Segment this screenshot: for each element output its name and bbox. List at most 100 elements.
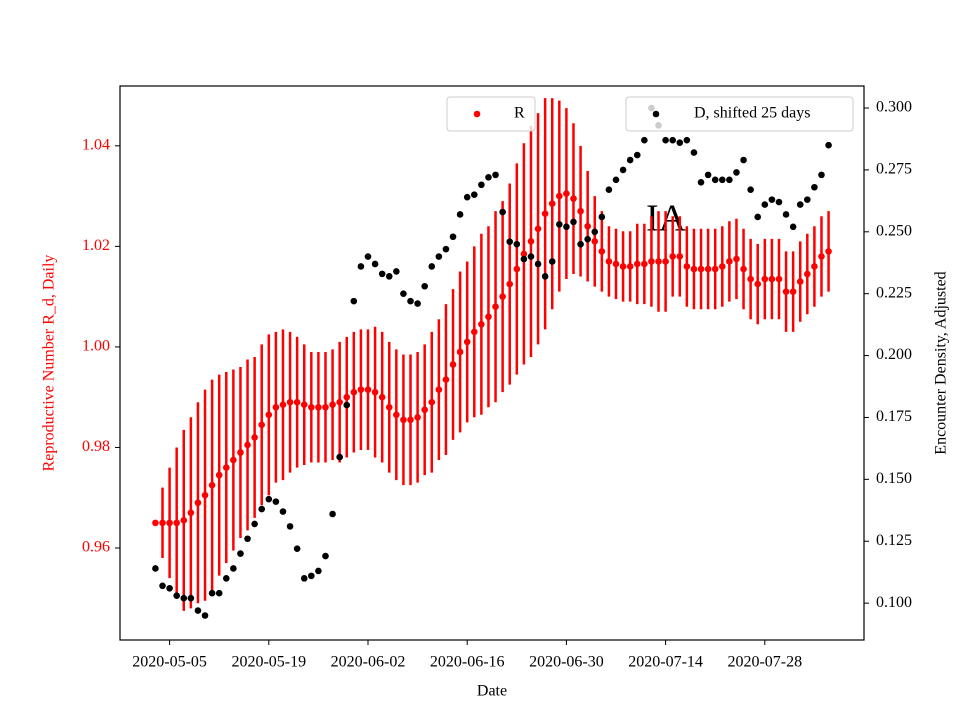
y-tick-label: 0.96 bbox=[82, 539, 110, 556]
point bbox=[414, 413, 421, 421]
point bbox=[782, 288, 790, 295]
point bbox=[704, 171, 712, 179]
point bbox=[804, 270, 811, 278]
point bbox=[215, 471, 223, 479]
point bbox=[704, 265, 712, 273]
point bbox=[215, 589, 223, 597]
point bbox=[407, 416, 414, 424]
point bbox=[789, 288, 797, 295]
point bbox=[315, 403, 322, 411]
point bbox=[258, 421, 266, 429]
point bbox=[541, 273, 549, 280]
point bbox=[272, 498, 280, 505]
point bbox=[286, 523, 294, 530]
point bbox=[293, 545, 301, 552]
y-axis-label: Reproductive Number R_d, Daily bbox=[41, 255, 58, 472]
point bbox=[577, 207, 584, 215]
legend-marker bbox=[473, 110, 481, 118]
point bbox=[548, 200, 556, 207]
point bbox=[485, 313, 492, 321]
y2-tick-label: 0.275 bbox=[876, 161, 912, 178]
point bbox=[726, 176, 733, 184]
point bbox=[711, 176, 719, 184]
point bbox=[655, 258, 662, 265]
point bbox=[570, 195, 577, 202]
point bbox=[230, 456, 237, 464]
point bbox=[308, 572, 315, 580]
point bbox=[343, 393, 351, 401]
point bbox=[300, 401, 308, 409]
point bbox=[577, 240, 584, 248]
point bbox=[527, 253, 535, 260]
point bbox=[775, 198, 783, 206]
point bbox=[733, 255, 740, 263]
point bbox=[385, 403, 393, 411]
point bbox=[201, 491, 209, 499]
point bbox=[676, 139, 684, 146]
point bbox=[166, 584, 173, 592]
point bbox=[740, 156, 747, 164]
point bbox=[648, 258, 655, 265]
point bbox=[499, 293, 506, 300]
point bbox=[598, 213, 606, 221]
point bbox=[279, 401, 287, 409]
point bbox=[378, 393, 386, 401]
point bbox=[513, 240, 521, 248]
point bbox=[733, 169, 740, 176]
point bbox=[584, 222, 591, 230]
point bbox=[237, 449, 244, 456]
point bbox=[173, 592, 180, 599]
point bbox=[201, 612, 209, 619]
point bbox=[428, 398, 436, 406]
point bbox=[478, 181, 485, 189]
point bbox=[485, 174, 492, 181]
point bbox=[336, 453, 343, 461]
point bbox=[804, 196, 811, 203]
point bbox=[641, 260, 648, 268]
point bbox=[563, 223, 570, 231]
plot-frame bbox=[119, 85, 865, 641]
point bbox=[478, 320, 485, 328]
y-tick-label: 1.04 bbox=[82, 136, 110, 153]
point bbox=[626, 263, 634, 270]
point bbox=[690, 149, 698, 156]
point bbox=[308, 403, 315, 411]
point bbox=[506, 238, 514, 246]
point bbox=[300, 575, 308, 582]
point bbox=[336, 398, 343, 406]
point bbox=[669, 253, 676, 260]
point bbox=[825, 248, 832, 255]
point bbox=[556, 192, 563, 200]
point bbox=[435, 253, 443, 260]
point bbox=[371, 388, 379, 396]
point bbox=[244, 441, 251, 449]
point bbox=[222, 464, 230, 471]
point bbox=[768, 196, 776, 203]
point bbox=[251, 434, 258, 441]
point bbox=[662, 136, 669, 144]
point bbox=[428, 263, 436, 270]
point bbox=[775, 275, 783, 283]
point bbox=[683, 263, 691, 270]
y2-tick-label: 0.250 bbox=[876, 222, 912, 239]
y-tick-label: 1.00 bbox=[82, 338, 110, 355]
point bbox=[265, 411, 273, 419]
x-tick-label: 2020-05-05 bbox=[132, 654, 207, 671]
point bbox=[612, 260, 620, 268]
point bbox=[818, 253, 825, 260]
point bbox=[421, 406, 428, 414]
y2-tick-label: 0.175 bbox=[876, 408, 912, 425]
point bbox=[456, 348, 464, 356]
point bbox=[761, 275, 769, 283]
point bbox=[272, 403, 280, 411]
point bbox=[357, 263, 365, 270]
point bbox=[825, 141, 832, 149]
point bbox=[747, 275, 754, 283]
point bbox=[811, 263, 818, 270]
point bbox=[208, 481, 216, 489]
point bbox=[796, 278, 804, 285]
point bbox=[350, 388, 358, 396]
point bbox=[159, 519, 166, 527]
point bbox=[159, 582, 166, 590]
point bbox=[463, 193, 471, 201]
